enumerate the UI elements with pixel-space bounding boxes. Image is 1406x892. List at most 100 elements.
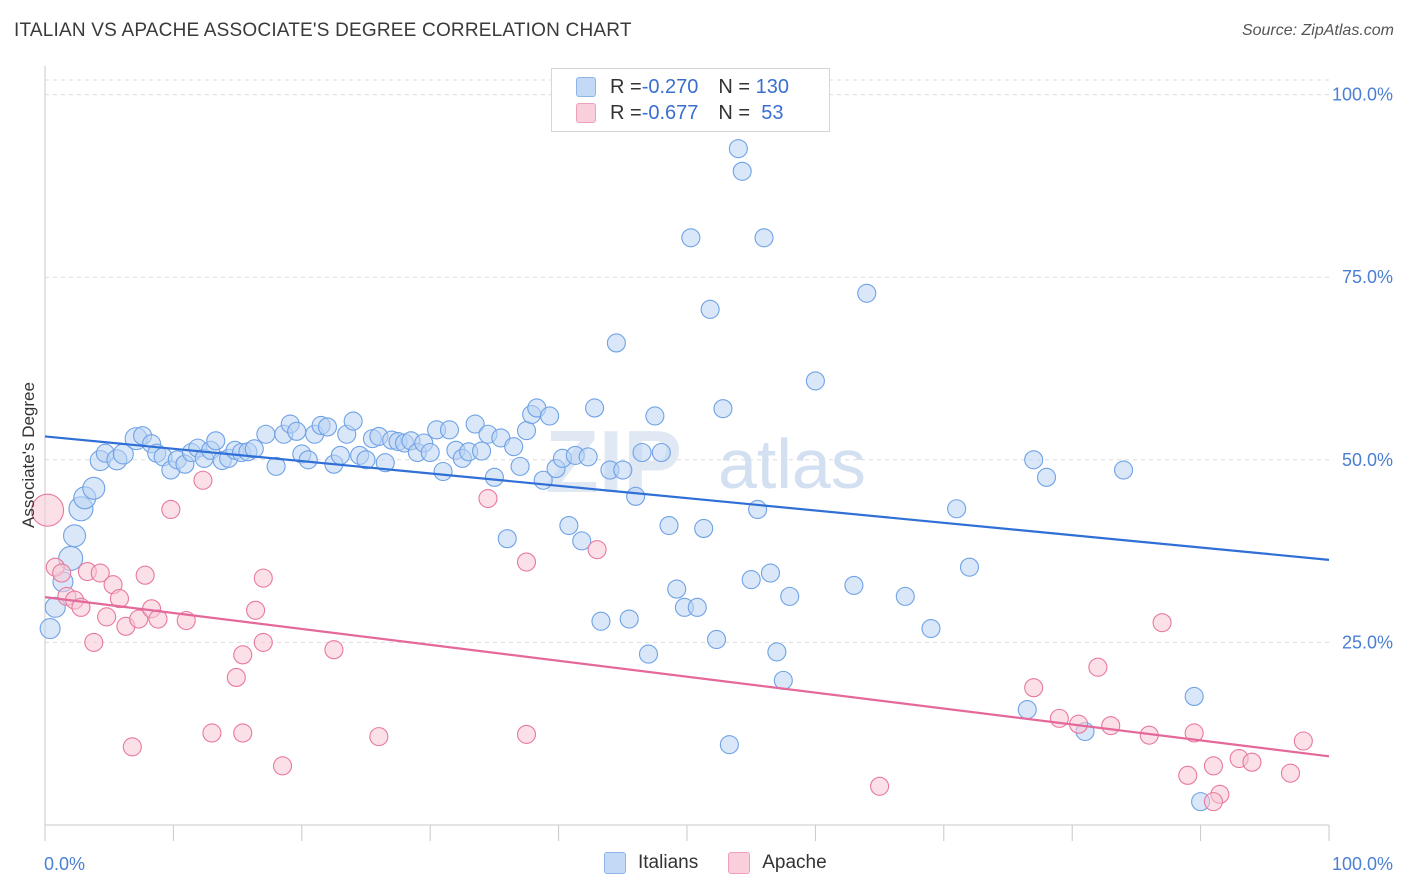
- data-point: [667, 579, 687, 599]
- data-point: [1017, 700, 1037, 720]
- tick-labels: 25.0% 50.0% 75.0% 100.0% 0.0% 100.0%: [44, 85, 1393, 874]
- data-point: [330, 445, 350, 465]
- trend-line-apache: [44, 596, 1330, 758]
- legend-r-value: -0.270: [641, 75, 699, 98]
- legend-row-apache: R = -0.677 N = 53: [576, 100, 783, 126]
- data-point: [97, 607, 117, 627]
- data-point: [947, 499, 967, 519]
- correlation-legend: R = -0.270 N = 130 R = -0.677 N = 53: [551, 68, 830, 132]
- legend-r-value: -0.677: [641, 101, 699, 124]
- series-legend-apache[interactable]: Apache: [728, 852, 827, 874]
- data-point: [324, 640, 344, 660]
- data-point: [84, 632, 104, 652]
- data-point: [719, 735, 739, 755]
- data-point: [356, 450, 376, 470]
- data-point: [135, 565, 155, 585]
- data-point: [375, 453, 395, 473]
- data-point: [1036, 467, 1057, 487]
- y-axis-label: Associate's Degree: [19, 382, 38, 528]
- data-point: [90, 563, 110, 583]
- data-point: [921, 618, 941, 639]
- data-point: [161, 499, 181, 520]
- data-point: [895, 586, 915, 606]
- data-point: [613, 460, 633, 480]
- data-point: [420, 442, 440, 463]
- data-point: [504, 437, 524, 457]
- data-point: [1184, 723, 1204, 743]
- series-swatch-italians: [604, 852, 626, 874]
- data-point: [202, 723, 222, 743]
- data-point: [516, 724, 537, 744]
- data-point: [1088, 657, 1108, 677]
- data-point: [870, 776, 890, 796]
- legend-row-italians: R = -0.270 N = 130: [576, 74, 789, 100]
- data-point: [1280, 763, 1301, 783]
- y-tick-label: 100.0%: [1332, 85, 1393, 105]
- data-point: [959, 557, 980, 577]
- data-point: [572, 531, 592, 551]
- data-point: [62, 524, 87, 548]
- series-legend: Italians Apache: [604, 852, 857, 874]
- data-point: [343, 411, 363, 431]
- data-point: [1242, 752, 1262, 772]
- data-point: [619, 609, 639, 629]
- data-point: [748, 499, 768, 520]
- data-point: [1024, 678, 1044, 698]
- data-point: [1203, 756, 1223, 776]
- data-point: [732, 161, 752, 181]
- data-point: [226, 667, 246, 688]
- data-point: [1152, 613, 1172, 633]
- source-attribution: Source: ZipAtlas.com: [1241, 22, 1394, 39]
- data-point: [39, 617, 61, 640]
- data-point: [439, 420, 460, 440]
- data-point: [651, 442, 671, 463]
- axes: [44, 66, 1330, 841]
- data-point: [606, 333, 626, 353]
- legend-r-label: R =: [610, 75, 642, 98]
- data-point: [253, 632, 273, 652]
- data-point: [244, 439, 264, 459]
- data-point: [687, 597, 707, 617]
- data-point: [266, 456, 286, 476]
- data-point: [713, 399, 733, 419]
- legend-n-label: N =: [718, 101, 756, 124]
- y-tick-label: 50.0%: [1342, 450, 1393, 470]
- data-point: [632, 442, 652, 463]
- data-point: [109, 589, 130, 609]
- data-point: [1024, 450, 1044, 470]
- data-point: [206, 431, 226, 451]
- data-point: [587, 540, 607, 560]
- data-point: [122, 737, 142, 757]
- data-point: [754, 228, 774, 248]
- legend-n-label: N =: [718, 75, 756, 98]
- grid-lines: [45, 79, 1329, 643]
- data-point: [253, 568, 273, 588]
- data-point: [256, 424, 276, 444]
- series-legend-italians[interactable]: Italians: [604, 852, 698, 874]
- data-point: [287, 421, 307, 441]
- data-point: [1114, 460, 1134, 480]
- data-point: [659, 515, 679, 536]
- data-point: [433, 461, 453, 482]
- data-point: [645, 406, 665, 426]
- data-point: [82, 476, 106, 500]
- data-point: [767, 642, 787, 662]
- data-point: [497, 529, 517, 549]
- legend-n-value: 130: [755, 75, 790, 98]
- data-point: [510, 456, 530, 476]
- data-point: [591, 611, 611, 631]
- data-point: [465, 414, 485, 434]
- data-point: [681, 228, 701, 248]
- data-point: [741, 570, 761, 590]
- data-point: [694, 518, 714, 539]
- data-point: [805, 371, 825, 391]
- data-point: [233, 645, 253, 665]
- data-point: [857, 283, 877, 303]
- trend-line-italians: [44, 435, 1330, 561]
- data-point: [1178, 765, 1198, 785]
- data-point: [540, 406, 560, 426]
- legend-n-value: 53: [755, 101, 784, 124]
- chart-title: ITALIAN VS APACHE ASSOCIATE'S DEGREE COR…: [14, 20, 632, 41]
- x-tick-label: 100.0%: [1332, 854, 1393, 874]
